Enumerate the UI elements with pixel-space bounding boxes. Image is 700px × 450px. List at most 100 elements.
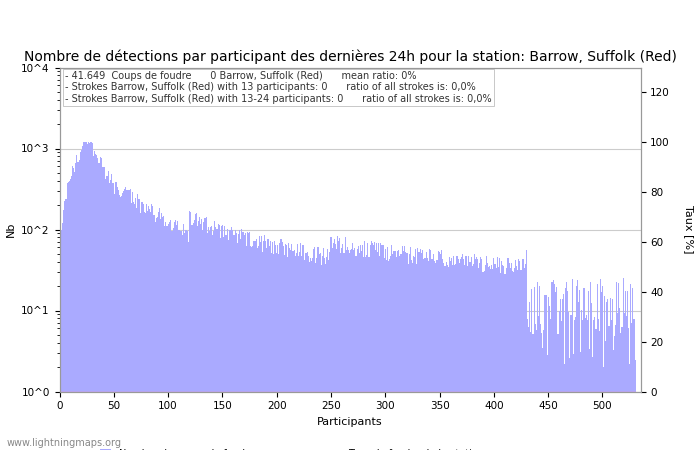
Bar: [634, 360, 636, 450]
Bar: [458, 263, 460, 450]
Bar: [239, 230, 240, 450]
Bar: [232, 234, 234, 450]
Bar: [596, 284, 598, 450]
Bar: [220, 226, 222, 450]
Bar: [463, 259, 464, 450]
Bar: [299, 252, 300, 450]
Bar: [453, 256, 454, 450]
Bar: [126, 189, 127, 450]
Bar: [539, 286, 540, 450]
Bar: [189, 211, 190, 450]
Bar: [262, 252, 263, 450]
Bar: [78, 161, 80, 450]
Bar: [241, 229, 242, 450]
Bar: [578, 302, 579, 450]
Bar: [228, 240, 230, 450]
Bar: [72, 166, 73, 450]
Bar: [589, 349, 590, 450]
Bar: [283, 246, 284, 450]
Bar: [379, 256, 380, 450]
Bar: [147, 212, 148, 450]
Bar: [488, 267, 489, 450]
Bar: [265, 241, 267, 450]
Bar: [336, 249, 337, 450]
Bar: [151, 204, 153, 450]
Bar: [580, 352, 581, 450]
Bar: [587, 320, 588, 450]
Bar: [470, 256, 472, 450]
Bar: [157, 216, 158, 450]
Bar: [526, 250, 527, 450]
Bar: [199, 217, 200, 450]
Bar: [275, 245, 276, 450]
Bar: [102, 167, 104, 450]
Bar: [499, 257, 500, 450]
Bar: [236, 233, 237, 450]
Bar: [165, 222, 167, 450]
Bar: [338, 241, 339, 450]
Bar: [425, 258, 426, 450]
Bar: [547, 297, 549, 450]
Bar: [121, 196, 122, 450]
Bar: [551, 282, 552, 450]
Bar: [382, 244, 383, 450]
Bar: [518, 259, 519, 450]
Bar: [417, 248, 419, 450]
Bar: [155, 218, 157, 450]
Bar: [521, 270, 522, 450]
Bar: [576, 286, 577, 450]
Bar: [511, 264, 512, 450]
Bar: [137, 194, 138, 450]
Bar: [498, 267, 499, 450]
Bar: [167, 224, 169, 450]
Bar: [387, 247, 388, 450]
Bar: [237, 243, 238, 450]
Bar: [305, 252, 307, 450]
Bar: [557, 334, 559, 450]
Bar: [272, 242, 273, 450]
Bar: [416, 264, 417, 450]
Bar: [492, 269, 493, 450]
Bar: [620, 333, 622, 450]
Bar: [195, 214, 196, 450]
Bar: [452, 265, 453, 450]
Bar: [454, 265, 455, 450]
Bar: [144, 212, 145, 450]
Bar: [136, 207, 137, 450]
Bar: [60, 234, 61, 450]
Bar: [96, 155, 97, 450]
Bar: [626, 316, 627, 450]
Bar: [480, 257, 482, 450]
Bar: [628, 328, 629, 450]
Bar: [570, 315, 571, 450]
Bar: [400, 254, 401, 450]
Bar: [403, 252, 405, 450]
Bar: [456, 256, 458, 450]
Bar: [365, 257, 366, 450]
Bar: [139, 198, 141, 450]
Bar: [529, 302, 531, 450]
Bar: [412, 263, 413, 450]
Bar: [514, 268, 515, 450]
Bar: [519, 261, 521, 450]
Bar: [223, 237, 224, 450]
Bar: [82, 146, 83, 450]
Bar: [344, 237, 346, 450]
Bar: [322, 256, 323, 450]
Bar: [316, 258, 317, 450]
Bar: [123, 191, 124, 450]
Bar: [624, 314, 625, 450]
Bar: [442, 259, 443, 450]
Bar: [111, 174, 112, 450]
Bar: [361, 251, 362, 450]
Bar: [118, 190, 119, 450]
Bar: [304, 260, 305, 450]
Bar: [312, 258, 313, 450]
Bar: [222, 225, 223, 450]
Bar: [363, 257, 364, 450]
Bar: [411, 260, 412, 450]
Bar: [509, 263, 510, 450]
Bar: [287, 257, 288, 450]
Bar: [506, 268, 507, 450]
Bar: [352, 243, 354, 450]
